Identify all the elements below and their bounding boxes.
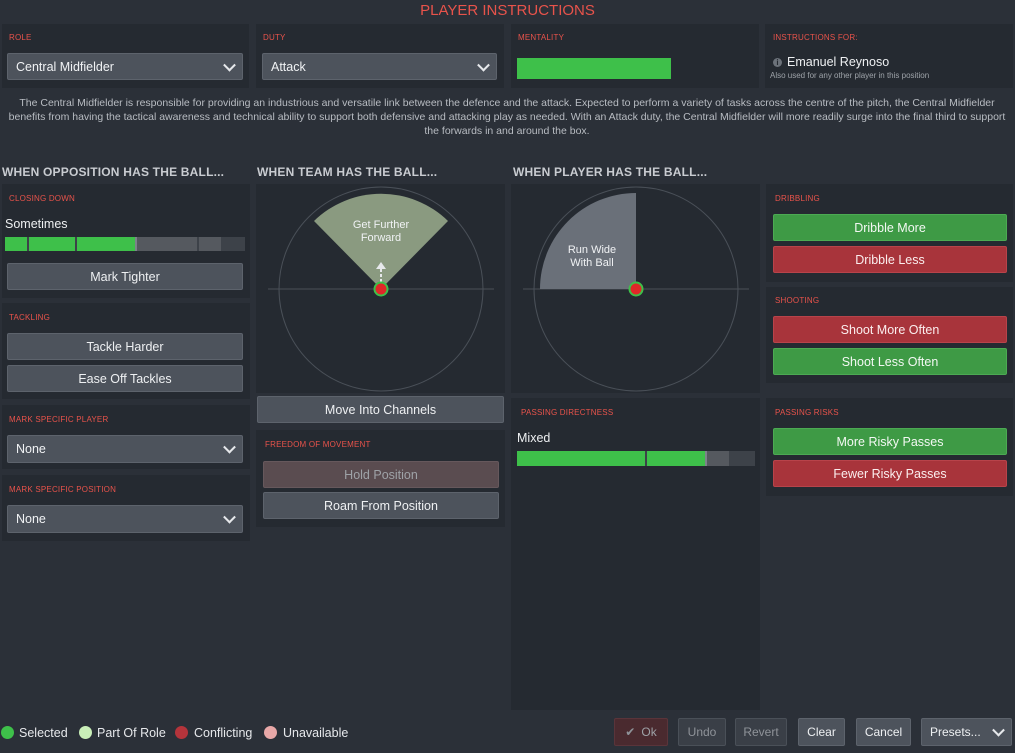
mark-position-panel: MARK SPECIFIC POSITION None [2,475,250,541]
ok-button[interactable]: ✔ Ok [614,718,668,746]
team-pitch-panel: Get Further Forward [256,184,505,393]
conflicting-legend-label: Conflicting [194,726,253,740]
section-player: WHEN PLAYER HAS THE BALL... [513,165,708,179]
closing-down-panel: CLOSING DOWN Sometimes Mark Tighter [2,184,250,298]
part-of-role-legend-dot [79,726,92,739]
dribble-less-button[interactable]: Dribble Less [773,246,1007,273]
role-panel: ROLE Central Midfielder [2,24,249,88]
instructions-for-label: INSTRUCTIONS FOR: [773,33,858,42]
mark-player-dropdown[interactable]: None [7,435,243,463]
dribble-more-button[interactable]: Dribble More [773,214,1007,241]
section-team: WHEN TEAM HAS THE BALL... [257,165,438,179]
duty-label: DUTY [263,33,286,42]
selected-legend-label: Selected [19,726,68,740]
closing-down-slider[interactable] [5,237,245,251]
duty-dropdown[interactable]: Attack [262,53,497,80]
dribbling-label: DRIBBLING [775,194,820,203]
chevron-down-icon [223,58,236,72]
role-value: Central Midfielder [16,59,114,74]
player-movement-diagram [523,186,749,392]
role-description: The Central Midfielder is responsible fo… [8,97,1006,137]
freedom-panel: FREEDOM OF MOVEMENT Hold Position Roam F… [256,430,505,527]
mark-tighter-button[interactable]: Mark Tighter [7,263,243,290]
more-risky-passes-button[interactable]: More Risky Passes [773,428,1007,455]
chevron-down-icon [223,440,236,454]
player-pitch-panel: Run Wide With Ball [511,184,760,393]
move-into-channels-button[interactable]: Move Into Channels [257,396,504,423]
shooting-panel: SHOOTING Shoot More Often Shoot Less Oft… [766,287,1013,383]
passing-directness-panel: PASSING DIRECTNESS Mixed [511,398,760,710]
section-opposition: WHEN OPPOSITION HAS THE BALL... [2,165,225,179]
role-dropdown[interactable]: Central Midfielder [7,53,243,80]
shoot-less-often-button[interactable]: Shoot Less Often [773,348,1007,375]
checkmark-icon: ✔ [625,725,636,739]
passing-directness-slider[interactable] [517,451,755,466]
closing-down-slider-handle[interactable] [135,237,137,251]
passing-directness-value: Mixed [517,431,551,445]
conflicting-legend-dot [175,726,188,739]
selected-legend-dot [1,726,14,739]
mark-position-value: None [16,512,46,526]
shoot-more-often-button[interactable]: Shoot More Often [773,316,1007,343]
tackling-panel: TACKLING Tackle Harder Ease Off Tackles [2,303,250,399]
mark-player-panel: MARK SPECIFIC PLAYER None [2,405,250,469]
mentality-label: MENTALITY [518,33,565,42]
passing-risks-panel: PASSING RISKS More Risky Passes Fewer Ri… [766,398,1013,496]
mark-player-value: None [16,442,46,456]
dribbling-panel: DRIBBLING Dribble More Dribble Less [766,184,1013,282]
hold-position-button[interactable]: Hold Position [263,461,499,488]
duty-value: Attack [271,59,306,74]
passing-directness-label: PASSING DIRECTNESS [521,408,614,417]
chevron-down-icon [223,510,236,524]
tackle-harder-button[interactable]: Tackle Harder [7,333,243,360]
instructions-for-note: Also used for any other player in this p… [770,71,930,80]
unavailable-legend-dot [264,726,277,739]
player-position-marker [373,281,389,297]
player-name: Emanuel Reynoso [787,55,890,69]
closing-down-label: CLOSING DOWN [9,194,75,203]
freedom-label: FREEDOM OF MOVEMENT [265,440,371,449]
arrow-up-icon [376,262,386,269]
mark-position-label: MARK SPECIFIC POSITION [9,485,117,494]
passing-risks-label: PASSING RISKS [775,408,839,417]
revert-button[interactable]: Revert [735,718,787,746]
mark-position-dropdown[interactable]: None [7,505,243,533]
fewer-risky-passes-button[interactable]: Fewer Risky Passes [773,460,1007,487]
passing-directness-slider-handle[interactable] [705,451,707,466]
chevron-down-icon [477,58,490,72]
roam-from-position-button[interactable]: Roam From Position [263,492,499,519]
mentality-bar-fill [517,58,671,79]
page-title: PLAYER INSTRUCTIONS [420,2,595,19]
chevron-down-icon [992,723,1005,737]
duty-panel: DUTY Attack [256,24,504,88]
part-of-role-legend-label: Part Of Role [97,726,166,740]
ease-off-tackles-button[interactable]: Ease Off Tackles [7,365,243,392]
presets-dropdown[interactable]: Presets... [921,718,1012,746]
get-further-forward-label: Get Further Forward [352,219,410,244]
instructions-for-panel: INSTRUCTIONS FOR: i Emanuel Reynoso Also… [765,24,1013,88]
run-wide-label: Run Wide With Ball [567,244,617,269]
run-wide-zone[interactable] [540,193,636,289]
clear-button[interactable]: Clear [798,718,845,746]
cancel-button[interactable]: Cancel [856,718,911,746]
mark-player-label: MARK SPECIFIC PLAYER [9,415,109,424]
info-icon: i [773,58,782,67]
undo-button[interactable]: Undo [678,718,726,746]
mentality-bar [517,58,671,79]
team-movement-diagram [268,186,494,392]
shooting-label: SHOOTING [775,296,820,305]
get-further-forward-zone[interactable] [314,193,448,289]
player-position-marker [628,281,644,297]
mentality-panel: MENTALITY [511,24,759,88]
tackling-label: TACKLING [9,313,51,322]
unavailable-legend-label: Unavailable [283,726,349,740]
closing-down-value: Sometimes [5,217,68,231]
role-label: ROLE [9,33,32,42]
